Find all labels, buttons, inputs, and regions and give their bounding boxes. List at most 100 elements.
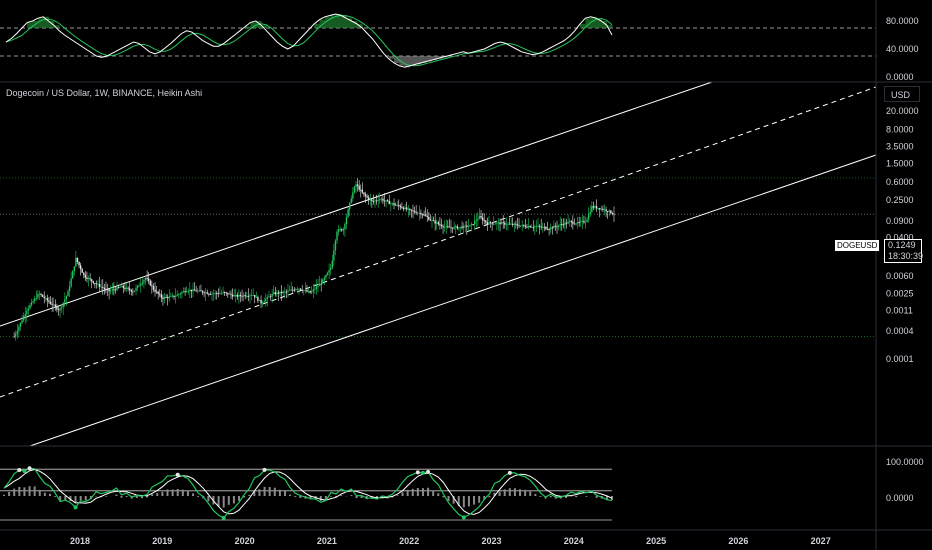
- candle-body: [348, 202, 351, 210]
- histogram-bar: [335, 496, 338, 498]
- candle-body: [309, 291, 311, 293]
- candle-body: [95, 283, 98, 285]
- candle-body: [269, 296, 272, 298]
- candle-body: [228, 293, 231, 295]
- candle-body: [580, 221, 582, 223]
- price-tick-label: 0.0900: [886, 216, 914, 226]
- candle-body: [100, 286, 102, 288]
- candle-body: [265, 299, 267, 302]
- histogram-bar: [156, 493, 159, 496]
- candle-body: [130, 290, 132, 292]
- histogram-bar: [181, 489, 184, 496]
- histogram-bar: [478, 496, 481, 503]
- candle-body: [312, 289, 314, 292]
- cross-dot: [426, 469, 431, 474]
- candle-body: [412, 210, 414, 212]
- candle-body: [583, 220, 585, 223]
- candle-body: [187, 291, 189, 292]
- candle-body: [268, 296, 270, 298]
- histogram-bar: [273, 487, 276, 496]
- candle-body: [367, 197, 370, 200]
- candle-body: [553, 225, 555, 229]
- candle-body: [57, 309, 60, 311]
- candle-body: [341, 229, 343, 231]
- candle-body: [393, 203, 395, 205]
- histogram-bar: [427, 487, 430, 496]
- price-tick-label: 0.0011: [886, 305, 913, 315]
- histogram-bar: [238, 496, 241, 501]
- candle-body: [472, 224, 474, 225]
- candle-body: [500, 222, 503, 225]
- candle-body: [144, 277, 147, 281]
- histogram-bar: [457, 496, 460, 507]
- histogram-bar: [115, 494, 118, 496]
- candle-body: [146, 277, 148, 279]
- candle-body: [456, 226, 459, 229]
- candle-body: [561, 224, 563, 226]
- candle-body: [40, 293, 42, 296]
- candle-body: [568, 221, 571, 223]
- candle-body: [587, 214, 590, 220]
- histogram-bar: [38, 489, 41, 496]
- currency-selector[interactable]: USD: [884, 86, 920, 102]
- candle-body: [27, 308, 30, 311]
- candle-body: [173, 295, 175, 297]
- candle-body: [545, 227, 547, 229]
- candle-body: [513, 223, 515, 225]
- candle-body: [363, 192, 365, 195]
- time-tick-label: 2027: [811, 536, 831, 546]
- histogram-bar: [243, 496, 246, 498]
- candle-body: [337, 229, 340, 232]
- candle-body: [543, 226, 546, 228]
- candle-body: [133, 290, 136, 292]
- candle-body: [538, 225, 541, 227]
- candle-body: [98, 284, 101, 287]
- price-tick-label: 3.5000: [886, 141, 914, 151]
- candle-body: [246, 296, 248, 297]
- candle-body: [299, 288, 302, 290]
- candle-body: [155, 291, 158, 293]
- candle-body: [166, 297, 169, 299]
- histogram-bar: [340, 495, 343, 496]
- candle-body: [214, 292, 216, 294]
- candle-body: [103, 287, 106, 289]
- price-tick-label: 8.0000: [886, 125, 914, 135]
- candle-body: [293, 289, 295, 291]
- candle-body: [599, 208, 601, 210]
- candle-body: [436, 222, 438, 224]
- candle-body: [537, 225, 539, 227]
- candle-body: [261, 302, 264, 304]
- histogram-bar: [140, 496, 143, 499]
- candle-body: [459, 226, 462, 228]
- candle-body: [385, 200, 387, 202]
- candle-body: [489, 222, 492, 224]
- oscillator-line: [5, 13, 613, 68]
- histogram-bar: [268, 487, 271, 496]
- candle-body: [197, 290, 199, 292]
- histogram-bar: [79, 496, 82, 501]
- candle-body: [49, 301, 52, 304]
- histogram-bar: [529, 491, 532, 496]
- candle-body: [260, 299, 262, 304]
- symbol-price-tag: DOGEUSD: [835, 240, 880, 251]
- bottom-y-tick-label: 100.0000: [886, 457, 924, 467]
- candle-body: [72, 271, 74, 279]
- bottom-y-tick-label: 0.0000: [886, 493, 914, 503]
- candle-body: [292, 289, 294, 291]
- top-y-tick-label: 40.0000: [886, 44, 919, 54]
- candle-body: [216, 292, 218, 294]
- candle-body: [515, 223, 517, 225]
- candle-body: [301, 289, 303, 291]
- candle-body: [437, 222, 440, 225]
- candle-body: [162, 297, 164, 299]
- candle-body: [222, 292, 224, 293]
- candle-body: [581, 220, 584, 222]
- candle-body: [404, 207, 406, 210]
- histogram-bar: [498, 491, 501, 496]
- candle-body: [461, 226, 463, 229]
- histogram-bar: [69, 496, 72, 501]
- candle-body: [505, 224, 508, 226]
- candle-body: [383, 200, 386, 202]
- candle-body: [87, 278, 90, 279]
- candle-body: [355, 184, 357, 187]
